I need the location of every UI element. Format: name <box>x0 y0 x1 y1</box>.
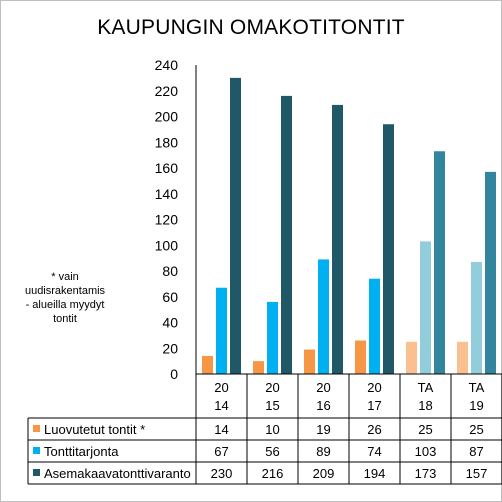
category-label-4-bottom: 18 <box>418 398 432 413</box>
data-value-s1-c1: 56 <box>265 444 279 459</box>
bar-s2-c2 <box>332 104 343 374</box>
legend-swatch-1 <box>33 447 40 454</box>
bar-s2-c4 <box>434 151 445 374</box>
bar-s0-c3 <box>355 340 366 374</box>
category-label-5-top: TA <box>469 380 485 395</box>
data-value-s2-c1: 216 <box>262 466 284 481</box>
bar-s1-c5 <box>471 261 482 374</box>
legend-swatch-0 <box>33 425 40 432</box>
data-value-s0-c5: 25 <box>469 422 483 437</box>
data-value-s1-c5: 87 <box>469 444 483 459</box>
category-label-2-bottom: 16 <box>316 398 330 413</box>
bar-s0-c5 <box>457 341 468 374</box>
y-tick-label-10: 200 <box>155 109 179 125</box>
y-tick-label-4: 80 <box>162 263 178 279</box>
y-tick-label-12: 240 <box>155 57 179 73</box>
category-label-1-bottom: 15 <box>265 398 279 413</box>
y-tick-label-9: 180 <box>155 134 179 150</box>
legend-label-2: Asemakaavatonttivaranto <box>44 466 191 481</box>
bar-s2-c0 <box>230 77 241 374</box>
data-value-s1-c4: 103 <box>415 444 437 459</box>
category-label-2-top: 20 <box>316 380 330 395</box>
legend-label-1: Tonttitarjonta <box>44 444 119 459</box>
data-value-s2-c4: 173 <box>415 466 437 481</box>
category-label-0-bottom: 14 <box>214 398 228 413</box>
bar-s0-c0 <box>202 355 213 374</box>
category-label-3-top: 20 <box>367 380 381 395</box>
data-value-s0-c0: 14 <box>214 422 228 437</box>
category-label-0-top: 20 <box>214 380 228 395</box>
bar-s1-c1 <box>267 301 278 374</box>
bar-s0-c1 <box>253 361 264 374</box>
y-tick-label-2: 40 <box>162 315 178 331</box>
y-tick-label-11: 220 <box>155 83 179 99</box>
data-value-s2-c3: 194 <box>364 466 386 481</box>
y-tick-label-0: 0 <box>170 366 178 382</box>
legend-swatch-2 <box>33 469 40 476</box>
data-value-s1-c0: 67 <box>214 444 228 459</box>
data-value-s1-c3: 74 <box>367 444 381 459</box>
data-value-s2-c5: 157 <box>466 466 488 481</box>
bar-s2-c3 <box>383 124 394 374</box>
bar-s1-c3 <box>369 278 380 374</box>
category-label-3-bottom: 17 <box>367 398 381 413</box>
data-value-s2-c0: 230 <box>211 466 233 481</box>
bar-s0-c2 <box>304 349 315 374</box>
data-value-s0-c1: 10 <box>265 422 279 437</box>
bar-s2-c5 <box>485 171 496 374</box>
y-tick-label-3: 60 <box>162 289 178 305</box>
data-value-s0-c4: 25 <box>418 422 432 437</box>
data-value-s0-c2: 19 <box>316 422 330 437</box>
category-label-4-top: TA <box>418 380 434 395</box>
data-value-s1-c2: 89 <box>316 444 330 459</box>
y-tick-label-6: 120 <box>155 212 179 228</box>
y-tick-label-8: 160 <box>155 160 179 176</box>
category-label-1-top: 20 <box>265 380 279 395</box>
chart-title: KAUPUNGIN OMAKOTITONTIT <box>97 16 405 39</box>
bar-s1-c2 <box>318 259 329 374</box>
bar-s1-c4 <box>420 241 431 374</box>
bar-s2-c1 <box>281 95 292 375</box>
footnote-note: * vain uudisrakentamis - alueilla myydyt… <box>24 271 106 325</box>
legend-label-0: Luovutetut tontit * <box>44 422 145 437</box>
y-tick-label-7: 140 <box>155 186 179 202</box>
data-value-s2-c2: 209 <box>313 466 335 481</box>
data-value-s0-c3: 26 <box>367 422 381 437</box>
y-tick-label-1: 20 <box>162 340 178 356</box>
category-label-5-bottom: 19 <box>469 398 483 413</box>
bar-s0-c4 <box>406 341 417 374</box>
y-tick-label-5: 100 <box>155 237 179 253</box>
bar-s1-c0 <box>216 287 227 374</box>
